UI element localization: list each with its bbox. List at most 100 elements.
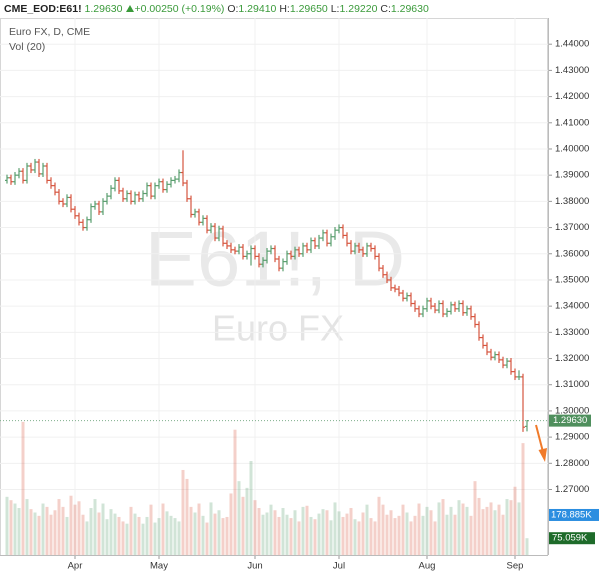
volume-bar — [49, 514, 53, 555]
volume-bar — [309, 516, 313, 555]
volume-bar — [509, 500, 513, 555]
x-tick-label: Jun — [247, 561, 262, 572]
volume-bar — [525, 538, 529, 555]
volume-bar — [441, 499, 445, 555]
volume-bar — [29, 509, 33, 555]
volume-bar — [417, 503, 421, 555]
volume-bar — [285, 514, 289, 555]
volume-bar — [425, 506, 429, 555]
volume-bar — [141, 523, 145, 555]
volume-bar — [489, 502, 493, 555]
volume-bar — [321, 509, 325, 555]
volume-bar — [373, 521, 377, 555]
volume-bar — [93, 499, 97, 555]
volume-bar — [493, 510, 497, 555]
volume-bar — [21, 421, 25, 555]
volume-bar — [5, 496, 9, 555]
annotation-arrow — [535, 424, 544, 453]
volume-bar — [41, 503, 45, 555]
volume-bar — [269, 504, 273, 555]
volume-bar — [513, 486, 517, 555]
volume-bar — [81, 514, 85, 555]
volume-bar — [149, 504, 153, 555]
last-price-box — [549, 414, 591, 427]
volume-bar — [65, 516, 69, 555]
volume-bar — [453, 514, 457, 555]
volume-bar — [329, 520, 333, 555]
volume-bar — [469, 515, 473, 555]
y-tick-label: 1.28000 — [555, 458, 589, 469]
x-tick-label: Sep — [507, 561, 524, 572]
volume-bar — [145, 516, 149, 555]
y-tick-label: 1.42000 — [555, 91, 589, 102]
volume-bar — [481, 509, 485, 555]
volume-bar — [485, 506, 489, 555]
volume-bar — [241, 496, 245, 555]
volume-bar — [281, 508, 285, 555]
high-label: H: — [279, 3, 290, 15]
y-tick-label: 1.27000 — [555, 484, 589, 495]
up-arrow-icon — [125, 5, 134, 12]
volume-bar — [157, 518, 161, 555]
volume-bar — [97, 512, 101, 555]
volume-bar — [185, 478, 189, 555]
x-tick-label: Aug — [419, 561, 436, 572]
volume-bar — [165, 511, 169, 555]
open-value: 1.29410 — [238, 3, 277, 15]
volume-bar — [325, 510, 329, 555]
last-volume-box — [549, 532, 595, 545]
x-tick-label: May — [150, 561, 168, 572]
volume-bar — [397, 515, 401, 555]
volume-bar — [365, 504, 369, 555]
volume-bar — [413, 515, 417, 555]
volume-bar — [461, 503, 465, 555]
volume-bar — [101, 503, 105, 555]
volume-bar — [53, 510, 57, 555]
close-label: C: — [380, 3, 391, 15]
volume-bar — [73, 504, 77, 555]
volume-bar — [225, 516, 229, 555]
volume-bar — [433, 521, 437, 555]
y-tick-label: 1.34000 — [555, 301, 589, 312]
last-volume-label: 75.059K — [552, 533, 588, 544]
volume-bar — [37, 515, 41, 555]
volume-bar — [265, 512, 269, 555]
volume-bar — [205, 522, 209, 555]
volume-bar — [77, 501, 81, 555]
volume-bar — [137, 516, 141, 555]
x-tick-label: Apr — [68, 561, 83, 572]
volume-bar — [201, 515, 205, 555]
price-change: +0.00250 (+0.19%) — [134, 3, 225, 15]
volume-bar — [497, 504, 501, 555]
volume-bar — [409, 521, 413, 555]
volume-bar — [521, 443, 525, 555]
volume-bar — [349, 508, 353, 555]
last-price-label: 1.29630 — [553, 415, 587, 426]
volume-bar — [353, 519, 357, 555]
volume-bar — [429, 510, 433, 555]
volume-bar — [377, 496, 381, 555]
volume-bar — [449, 506, 453, 555]
volume-bar — [193, 512, 197, 555]
chart-legend: Euro FX, D, CME — [9, 26, 91, 38]
volume-bar — [385, 514, 389, 555]
volume-legend: Vol (20) — [9, 41, 46, 53]
y-tick-label: 1.35000 — [555, 274, 589, 285]
volume-bar — [109, 509, 113, 555]
y-tick-label: 1.41000 — [555, 117, 589, 128]
volume-bar — [9, 500, 13, 555]
volume-bar — [69, 495, 73, 555]
x-tick-label: Jul — [333, 561, 345, 572]
volume-bar — [217, 510, 221, 555]
low-value: 1.29220 — [339, 3, 378, 15]
volume-bar — [333, 502, 337, 555]
volume-bar — [465, 506, 469, 555]
y-tick-label: 1.36000 — [555, 248, 589, 259]
volume-bar — [33, 512, 37, 555]
volume-bar — [25, 499, 29, 555]
volume-bar — [313, 519, 317, 555]
volume-bar — [61, 506, 65, 555]
volume-bar — [89, 508, 93, 555]
symbol[interactable]: CME_EOD:E61! — [4, 3, 82, 15]
